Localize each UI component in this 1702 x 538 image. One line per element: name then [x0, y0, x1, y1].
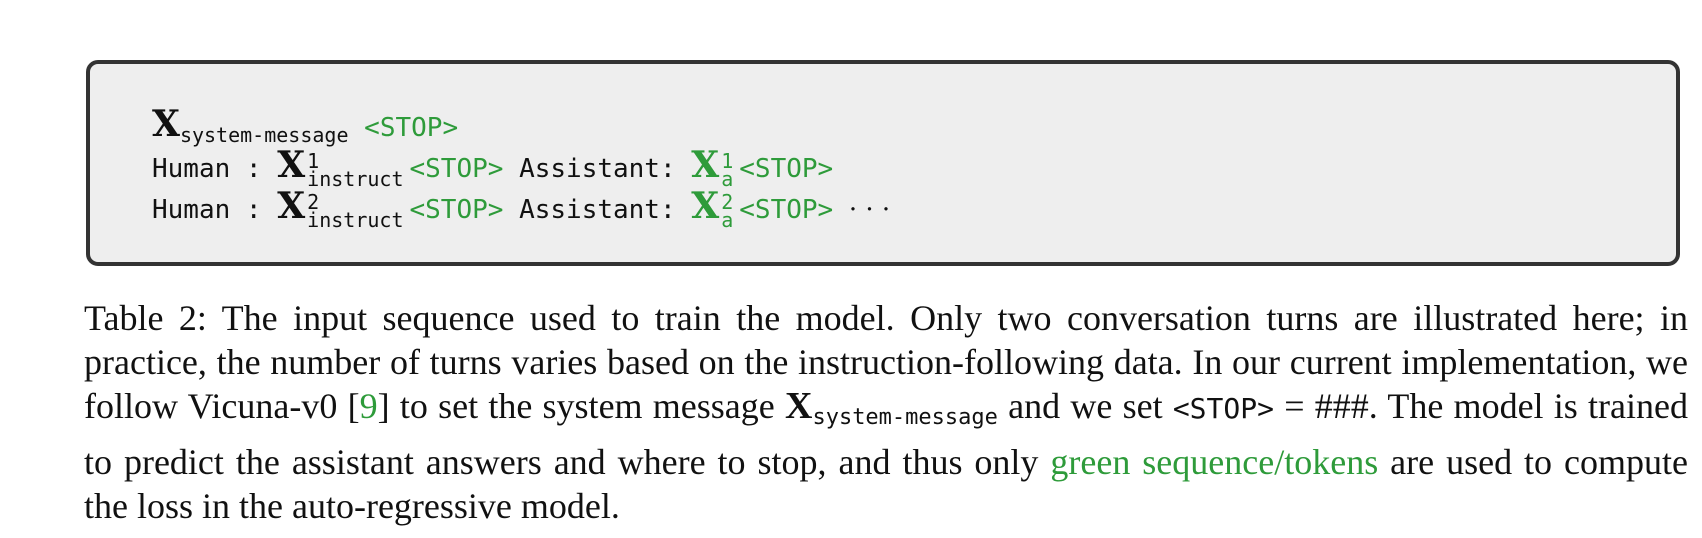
sequence-box: Xsystem-message <STOP> Human : X 1 instruc… — [86, 60, 1680, 266]
system-line: Xsystem-message <STOP> — [152, 103, 890, 148]
x-instruct-symbol: X — [277, 144, 306, 186]
instruct-sub: instruct — [307, 207, 404, 232]
system-subscript: system-message — [812, 405, 998, 430]
human-label: Human : — [152, 154, 262, 184]
human-label: Human : — [152, 195, 262, 225]
answer-sub: a — [721, 207, 734, 232]
caption-text-1: Table 2: The input sequence used to trai… — [84, 298, 1688, 426]
instruct-sub: instruct — [307, 166, 404, 191]
turn-1-line: Human : X 1 instruct <STOP> Assistant: X 1 a <… — [152, 144, 890, 191]
x-system-symbol: X — [152, 103, 180, 145]
ellipsis: · · · — [848, 195, 891, 225]
assistant-label: Assistant: — [519, 195, 676, 225]
instruct-script: 1 instruct — [307, 148, 404, 191]
instruct-script: 2 instruct — [307, 189, 404, 232]
caption-text-3: and we set — [997, 386, 1173, 426]
stop-token: <STOP> — [739, 195, 834, 225]
caption-text-4: = ###. The model is trained to predict t… — [84, 386, 1688, 482]
x-answer-symbol: X — [691, 144, 720, 186]
turn-sup: 1 — [307, 148, 320, 173]
x-instruct-symbol: X — [277, 185, 306, 227]
green-highlight: green sequence/tokens — [1050, 442, 1379, 482]
input-sequence: Xsystem-message <STOP> Human : X 1 instruc… — [152, 103, 891, 232]
stop-token: <STOP> — [409, 154, 504, 184]
turn-sup: 2 — [307, 189, 320, 214]
table-caption: Table 2: The input sequence used to trai… — [84, 296, 1688, 528]
stop-token: <STOP> — [739, 154, 834, 184]
turn-2-line: Human : X 2 instruct <STOP> Assistant: X 2 a <… — [152, 185, 891, 232]
stop-token: <STOP> — [409, 195, 504, 225]
stop-token: <STOP> — [364, 113, 459, 143]
answer-sub: a — [721, 166, 734, 191]
caption-text-2: ] to set the system message — [377, 386, 785, 426]
caption-text-5: are used to compute the loss in the auto… — [84, 442, 1688, 526]
system-subscript: system-message — [179, 123, 349, 147]
x-answer-symbol: X — [691, 185, 720, 227]
stop-token: <STOP> — [1172, 392, 1274, 425]
x-system-symbol: X — [785, 385, 813, 427]
turn-sup: 1 — [721, 148, 734, 173]
citation-link[interactable]: 9 — [359, 386, 378, 426]
turn-sup: 2 — [721, 189, 734, 214]
assistant-label: Assistant: — [519, 154, 676, 184]
